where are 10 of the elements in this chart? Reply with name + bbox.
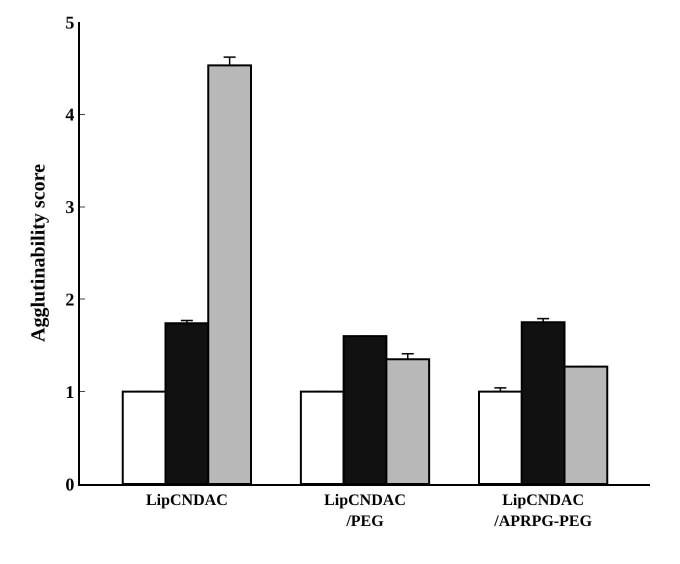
- y-tick-label: 0: [65, 474, 74, 494]
- y-tick-label: 4: [65, 104, 74, 125]
- x-tick-label: LipCNDAC /PEG: [324, 492, 406, 530]
- y-tick-label: 5: [65, 12, 74, 32]
- x-tick-label: LipCNDAC /APRPG-PEG: [493, 492, 593, 530]
- x-tick-label: LipCNDAC: [146, 492, 228, 510]
- y-axis-title: Agglutinability score: [27, 164, 50, 342]
- y-tick-label: 1: [65, 382, 74, 402]
- y-tick-label: 2: [65, 290, 74, 310]
- y-tick-label: 3: [65, 197, 74, 218]
